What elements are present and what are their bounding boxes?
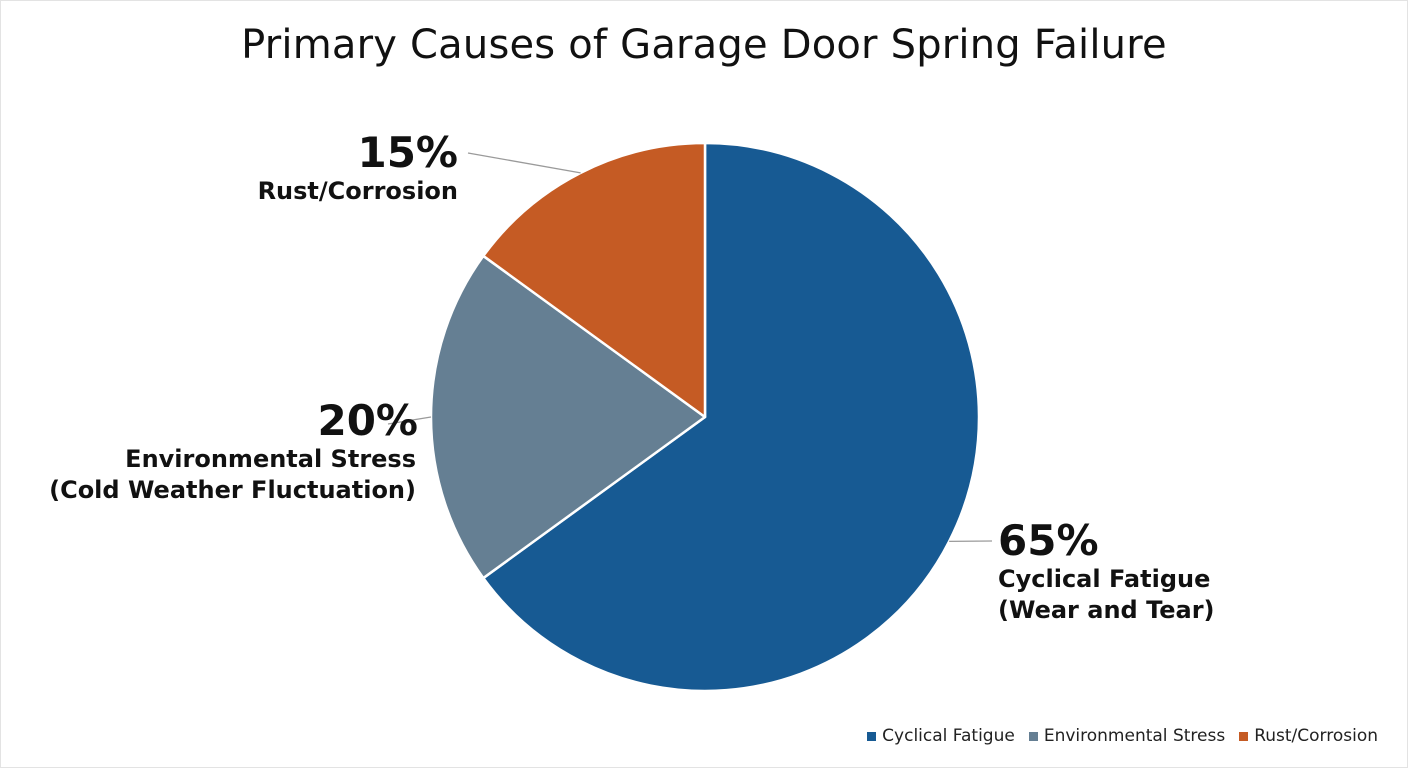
- callout-rust: 15% Rust/Corrosion: [257, 128, 458, 207]
- legend-swatch-rust: [1239, 731, 1249, 741]
- value-label-rust: 15%: [357, 128, 458, 177]
- callout-cyclical: 65% Cyclical Fatigue (Wear and Tear): [998, 516, 1215, 626]
- legend-label-cyclical: Cyclical Fatigue: [882, 726, 1015, 746]
- category-label-environmental: Environmental Stress (Cold Weather Fluct…: [49, 445, 416, 504]
- callout-environmental: 20% Environmental Stress (Cold Weather F…: [49, 396, 418, 506]
- value-label-environmental: 20%: [317, 396, 418, 445]
- legend-item-rust: Rust/Corrosion: [1239, 726, 1378, 746]
- legend: Cyclical Fatigue Environmental Stress Ru…: [867, 726, 1378, 746]
- legend-label-rust: Rust/Corrosion: [1254, 726, 1378, 746]
- category-label-rust: Rust/Corrosion: [257, 177, 458, 206]
- pie-slice-cyclical: [482, 141, 981, 693]
- value-label-cyclical: 65%: [998, 516, 1099, 565]
- leader-line-rust: [467, 152, 581, 174]
- legend-item-environmental: Environmental Stress: [1028, 726, 1226, 746]
- legend-label-environmental: Environmental Stress: [1043, 726, 1226, 746]
- pie-slice-rust: [482, 141, 707, 419]
- legend-swatch-cyclical: [867, 731, 877, 741]
- leader-line-environmental: [387, 416, 432, 425]
- legend-item-cyclical: Cyclical Fatigue: [867, 726, 1015, 746]
- pie-slice-environmental: [429, 254, 707, 580]
- legend-swatch-environmental: [1028, 731, 1038, 741]
- category-label-cyclical: Cyclical Fatigue (Wear and Tear): [998, 565, 1215, 624]
- chart-title: Primary Causes of Garage Door Spring Fai…: [241, 22, 1167, 68]
